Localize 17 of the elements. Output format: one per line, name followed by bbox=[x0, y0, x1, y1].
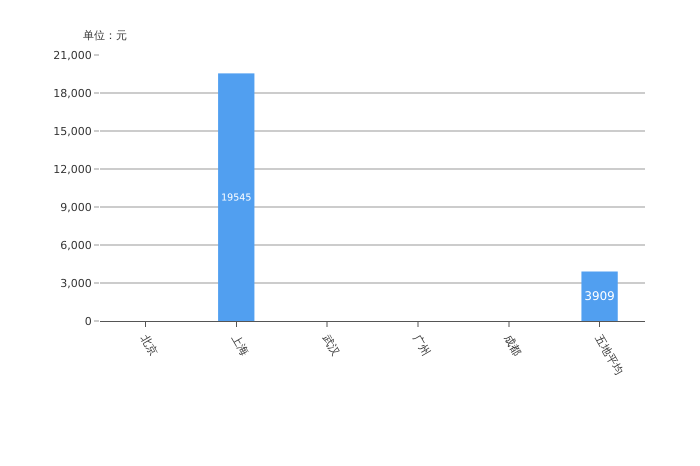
y-tick-label: 21,000 bbox=[53, 48, 92, 62]
data-label: 3909 bbox=[584, 289, 615, 304]
x-tick-label: 北京 bbox=[138, 332, 160, 358]
x-tick-label: 广州 bbox=[410, 332, 433, 358]
y-tick-label: 9,000 bbox=[60, 200, 92, 214]
y-tick-label: 0 bbox=[84, 314, 92, 328]
data-label: 19545 bbox=[221, 192, 252, 204]
y-tick-label: 3,000 bbox=[60, 276, 92, 290]
y-tick-label: 15,000 bbox=[53, 124, 92, 138]
x-tick-label: 五地平均 bbox=[592, 332, 626, 378]
y-tick-label: 12,000 bbox=[53, 162, 92, 176]
x-tick-label: 上海 bbox=[228, 332, 252, 358]
text: 单位：元 bbox=[83, 29, 127, 42]
y-tick-label: 6,000 bbox=[60, 238, 92, 252]
y-tick-label: 18,000 bbox=[53, 86, 92, 100]
x-tick-label: 成都 bbox=[501, 332, 524, 358]
x-tick-label: 武汉 bbox=[320, 332, 342, 358]
